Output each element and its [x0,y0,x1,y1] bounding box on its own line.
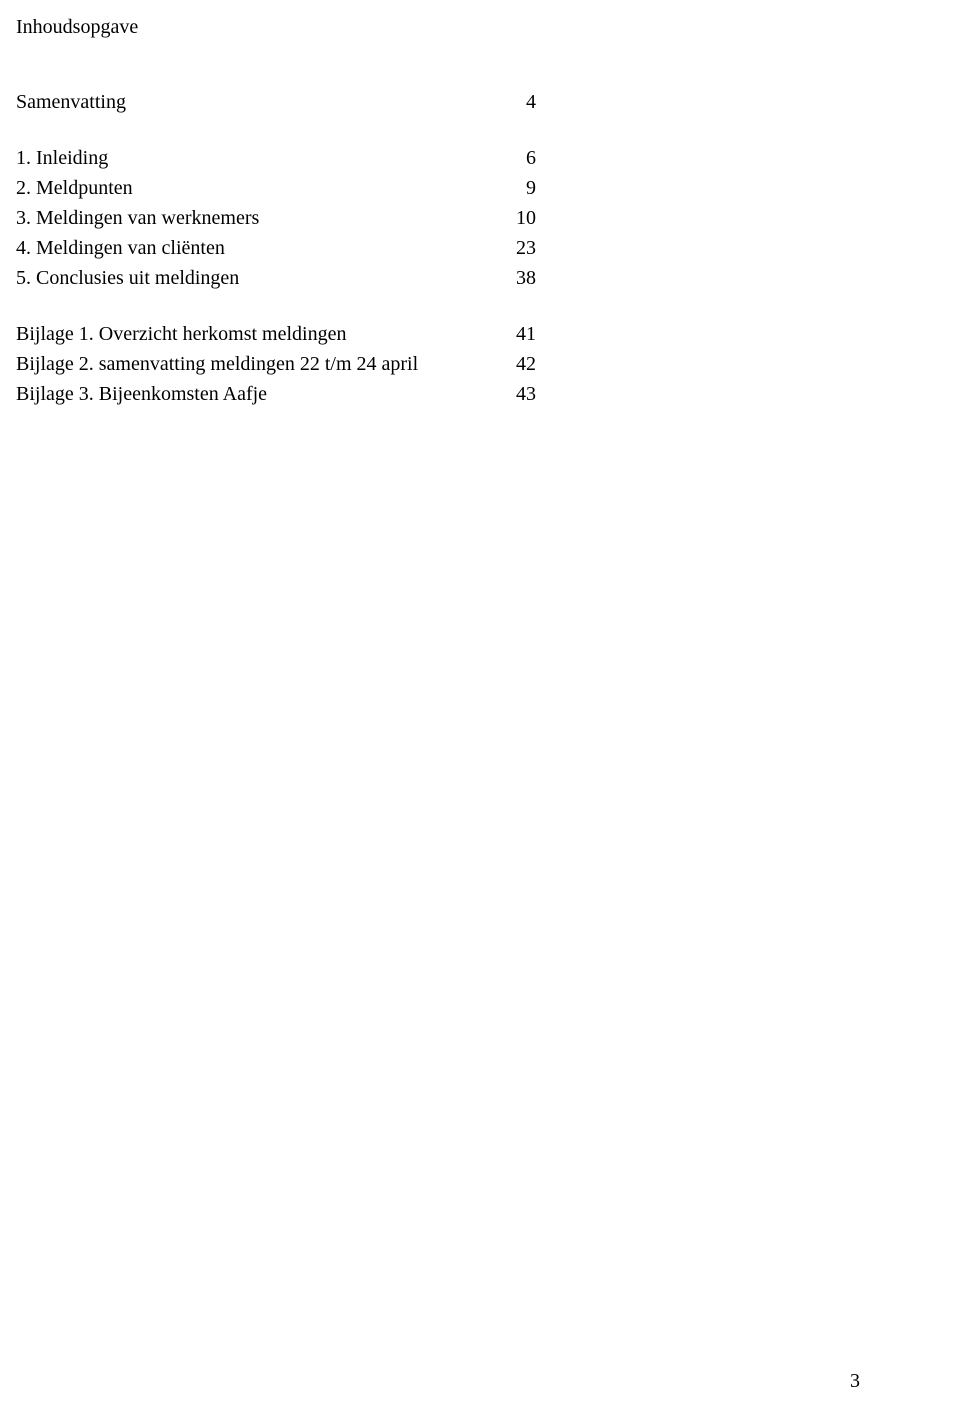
toc-row: Samenvatting 4 [16,87,536,117]
toc-page-number: 38 [506,263,536,293]
toc-label: Bijlage 2. samenvatting meldingen 22 t/m… [16,349,418,379]
toc-title: Inhoudsopgave [16,16,860,39]
toc-row: Bijlage 3. Bijeenkomsten Aafje 43 [16,379,536,409]
toc-label: Samenvatting [16,87,126,117]
page-number: 3 [850,1370,860,1393]
toc-page-number: 43 [506,379,536,409]
toc-label: Bijlage 3. Bijeenkomsten Aafje [16,379,267,409]
toc-label: 1. Inleiding [16,143,108,173]
toc-row: 5. Conclusies uit meldingen 38 [16,263,536,293]
toc-row: 3. Meldingen van werknemers 10 [16,203,536,233]
toc-label: 3. Meldingen van werknemers [16,203,259,233]
toc-label: 4. Meldingen van cliënten [16,233,225,263]
toc-page-number: 6 [506,143,536,173]
toc-row: Bijlage 1. Overzicht herkomst meldingen … [16,319,536,349]
toc-section-summary: Samenvatting 4 [16,87,860,117]
toc-row: Bijlage 2. samenvatting meldingen 22 t/m… [16,349,536,379]
toc-row: 4. Meldingen van cliënten 23 [16,233,536,263]
toc-page-number: 4 [506,87,536,117]
toc-row: 2. Meldpunten 9 [16,173,536,203]
toc-row: 1. Inleiding 6 [16,143,536,173]
toc-page-number: 23 [506,233,536,263]
document-page: Inhoudsopgave Samenvatting 4 1. Inleidin… [0,0,960,1413]
toc-label: 5. Conclusies uit meldingen [16,263,239,293]
toc-label: Bijlage 1. Overzicht herkomst meldingen [16,319,346,349]
toc-page-number: 9 [506,173,536,203]
toc-page-number: 42 [506,349,536,379]
toc-section-appendices: Bijlage 1. Overzicht herkomst meldingen … [16,319,860,409]
toc-section-chapters: 1. Inleiding 6 2. Meldpunten 9 3. Meldin… [16,143,860,293]
toc-page-number: 10 [506,203,536,233]
toc-page-number: 41 [506,319,536,349]
toc-label: 2. Meldpunten [16,173,133,203]
